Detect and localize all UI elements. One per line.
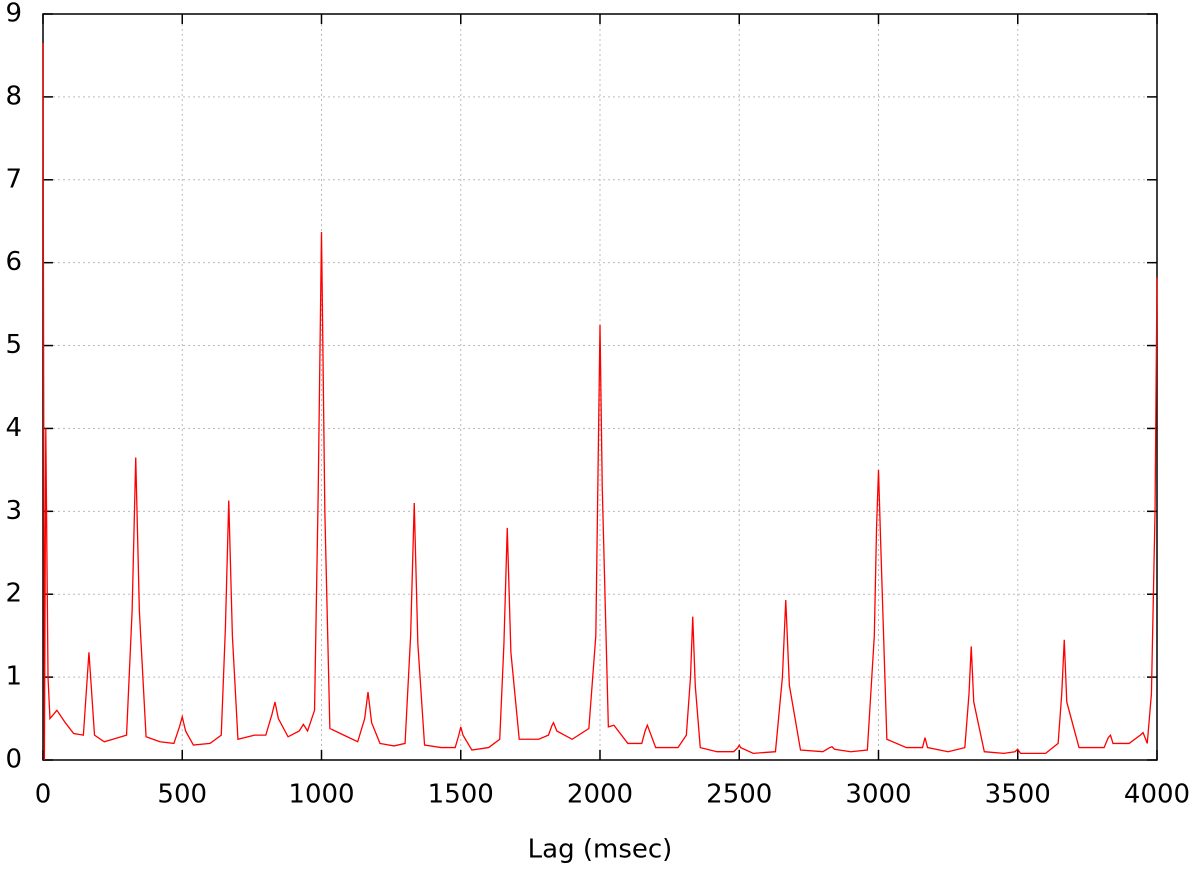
y-tick-label: 4 [5,413,22,443]
y-tick-label: 9 [5,0,22,29]
x-tick-label: 0 [35,780,52,810]
y-tick-label: 8 [5,81,22,111]
x-tick-label: 1500 [428,780,494,810]
y-tick-label: 1 [5,662,22,692]
x-tick-label: 3500 [985,780,1051,810]
plot-frame [42,13,1158,761]
x-tick-label: 1000 [288,780,354,810]
x-tick-label: 500 [157,780,207,810]
y-tick-label: 6 [5,247,22,277]
y-tick-label: 3 [5,496,22,526]
x-tick-label: 2000 [567,780,633,810]
y-tick-label: 5 [5,330,22,360]
y-tick-label: 0 [5,745,22,775]
x-tick-label: 3000 [845,780,911,810]
data-line [42,43,1158,761]
x-axis-label: Lag (msec) [528,835,673,865]
y-tick-label: 7 [5,164,22,194]
y-tick-label: 2 [5,579,22,609]
x-tick-label: 4000 [1124,780,1190,810]
x-tick-label: 2500 [706,780,772,810]
